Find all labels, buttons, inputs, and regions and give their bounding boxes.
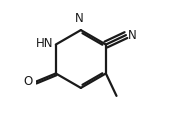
Text: HN: HN [36, 37, 53, 50]
Text: N: N [128, 29, 137, 42]
Text: N: N [75, 12, 84, 25]
Text: O: O [24, 75, 33, 88]
